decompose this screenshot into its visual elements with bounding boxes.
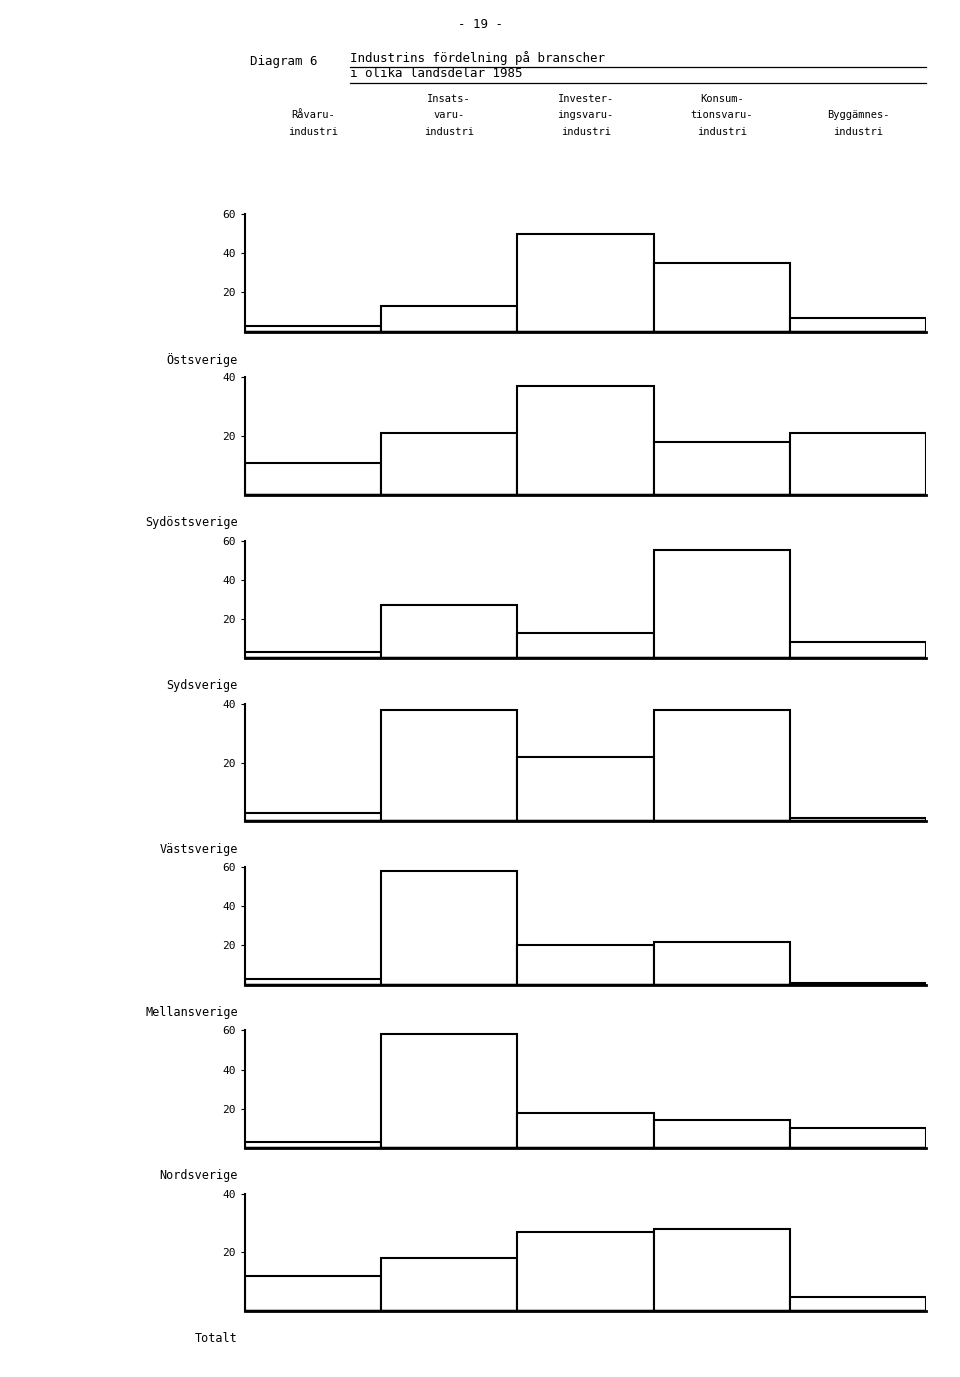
Text: industri: industri	[833, 127, 883, 136]
Text: Västsverige: Västsverige	[159, 843, 238, 855]
Text: industri: industri	[561, 127, 611, 136]
Text: industri: industri	[288, 127, 338, 136]
Bar	[790, 643, 926, 658]
Text: varu-: varu-	[434, 110, 465, 120]
Bar	[654, 709, 790, 821]
Bar	[654, 1228, 790, 1311]
Text: Totalt: Totalt	[195, 1333, 238, 1345]
Text: - 19 -: - 19 -	[458, 18, 502, 30]
Text: industri: industri	[424, 127, 474, 136]
Text: industri: industri	[697, 127, 747, 136]
Bar	[790, 434, 926, 494]
Bar	[517, 1113, 654, 1148]
Bar	[381, 1259, 517, 1311]
Text: Nordsverige: Nordsverige	[159, 1169, 238, 1181]
Bar	[517, 632, 654, 658]
Bar	[654, 263, 790, 332]
Text: Mellansverige: Mellansverige	[145, 1005, 238, 1019]
Bar	[381, 606, 517, 658]
Bar	[654, 442, 790, 494]
Text: Industrins fördelning på branscher: Industrins fördelning på branscher	[350, 51, 606, 65]
Bar	[381, 434, 517, 494]
Text: Östsverige: Östsverige	[167, 353, 238, 366]
Text: Råvaru-: Råvaru-	[291, 110, 335, 120]
Bar	[381, 872, 517, 985]
Bar	[790, 1297, 926, 1311]
Text: ingsvaru-: ingsvaru-	[558, 110, 613, 120]
Bar	[790, 318, 926, 332]
Bar	[517, 946, 654, 985]
Text: Sydöstsverige: Sydöstsverige	[145, 516, 238, 529]
Bar	[245, 463, 381, 494]
Bar	[517, 757, 654, 821]
Bar	[245, 1142, 381, 1148]
Bar	[381, 1034, 517, 1148]
Bar	[381, 709, 517, 821]
Bar	[517, 234, 654, 332]
Text: Byggämnes-: Byggämnes-	[827, 110, 890, 120]
Bar	[245, 653, 381, 658]
Bar	[790, 983, 926, 985]
Text: Diagram 6: Diagram 6	[250, 55, 317, 67]
Bar	[245, 1276, 381, 1311]
Bar	[654, 551, 790, 658]
Bar	[517, 386, 654, 494]
Bar	[245, 812, 381, 821]
Bar	[381, 306, 517, 332]
Bar	[654, 942, 790, 985]
Bar	[790, 818, 926, 821]
Text: tionsvaru-: tionsvaru-	[690, 110, 754, 120]
Bar	[654, 1121, 790, 1148]
Bar	[790, 1128, 926, 1148]
Bar	[245, 326, 381, 332]
Text: i olika landsdelar 1985: i olika landsdelar 1985	[350, 67, 523, 80]
Bar	[245, 979, 381, 985]
Bar	[517, 1232, 654, 1311]
Text: Invester-: Invester-	[558, 94, 613, 103]
Text: Insats-: Insats-	[427, 94, 471, 103]
Text: Konsum-: Konsum-	[700, 94, 744, 103]
Text: Sydsverige: Sydsverige	[167, 679, 238, 693]
